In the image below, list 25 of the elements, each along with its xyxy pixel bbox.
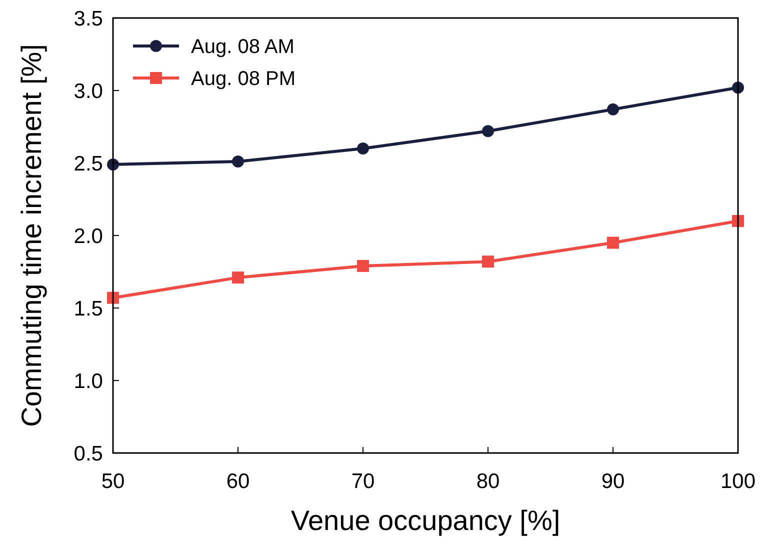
- x-tick-label: 50: [101, 470, 125, 493]
- x-tick-label: 80: [476, 470, 500, 493]
- x-tick-label: 70: [351, 470, 375, 493]
- legend-label: Aug. 08 PM: [191, 68, 296, 90]
- y-tick-label: 2.0: [74, 224, 103, 248]
- point: [232, 156, 244, 168]
- y-tick-label: 2.5: [74, 152, 103, 176]
- y-tick-label: 1.0: [74, 370, 103, 393]
- point: [482, 125, 494, 138]
- point: [607, 236, 619, 249]
- point: [232, 272, 244, 284]
- x-tick-label: 90: [601, 470, 625, 493]
- legend-label: Aug. 08 AM: [191, 36, 294, 58]
- y-tick-label: 3.5: [74, 7, 103, 30]
- point: [357, 142, 369, 154]
- point: [357, 260, 369, 272]
- y-tick-label: 0.5: [74, 442, 103, 466]
- y-tick-label: 1.5: [74, 297, 103, 320]
- x-tick-label: 60: [226, 470, 250, 493]
- x-tick-label: 100: [720, 470, 756, 493]
- point: [607, 103, 619, 116]
- y-tick-label: 3.0: [74, 80, 103, 103]
- y-axis-title: Commuting time increment [%]: [16, 44, 47, 427]
- x-axis-title: Venue occupancy [%]: [290, 505, 560, 536]
- point: [482, 256, 494, 268]
